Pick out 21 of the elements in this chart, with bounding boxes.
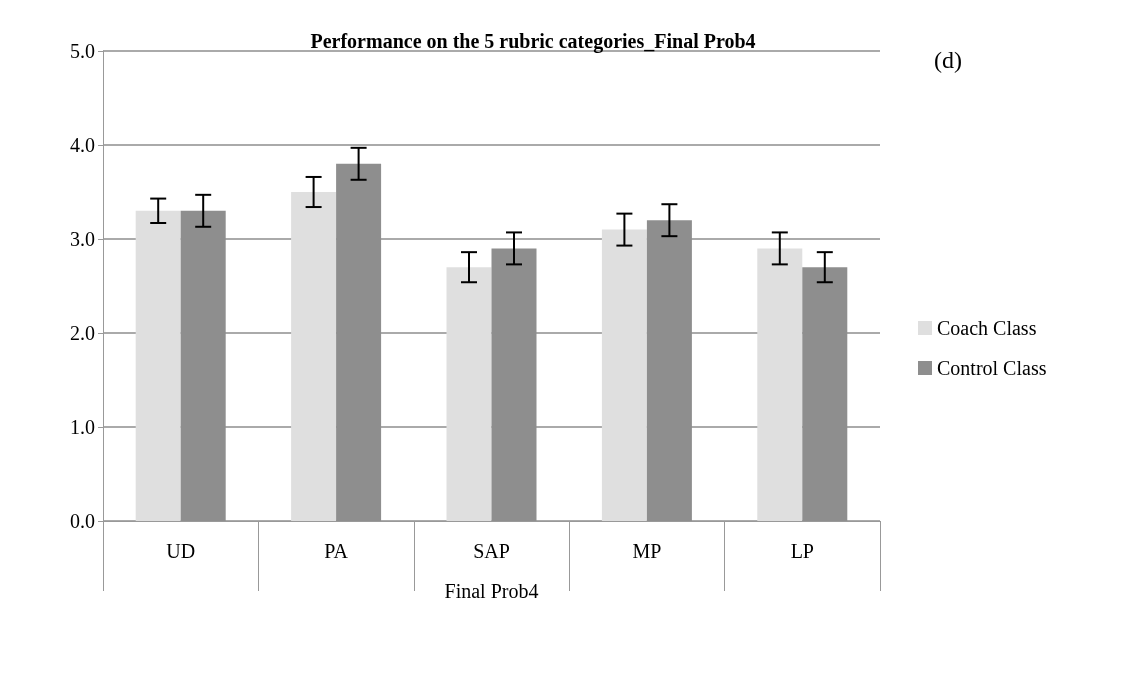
chart-title: Performance on the 5 rubric categories_Final Prob4: [310, 30, 756, 53]
y-tick-label: 2.0: [70, 322, 95, 344]
x-tick-label: LP: [790, 540, 814, 562]
x-tick-label: UD: [166, 540, 196, 562]
x-axis-title: Final Prob4: [444, 580, 539, 602]
y-tick-label: 1.0: [70, 416, 95, 438]
bar: [601, 229, 647, 521]
x-tick-label: MP: [632, 540, 662, 562]
bar: [291, 192, 337, 521]
y-tick-label: 3.0: [70, 228, 95, 250]
text: (d): [934, 47, 962, 73]
x-tick-label: SAP: [473, 540, 510, 562]
y-tick-label: 4.0: [70, 134, 95, 156]
y-tick-label: 5.0: [70, 40, 95, 62]
y-tick-label: 0.0: [70, 510, 95, 532]
bar: [135, 210, 181, 521]
bar: [757, 248, 803, 521]
legend-label: Control Class: [937, 357, 1047, 379]
x-tick-label: PA: [324, 540, 349, 562]
bar: [446, 267, 492, 521]
legend-label: Coach Class: [937, 317, 1037, 339]
